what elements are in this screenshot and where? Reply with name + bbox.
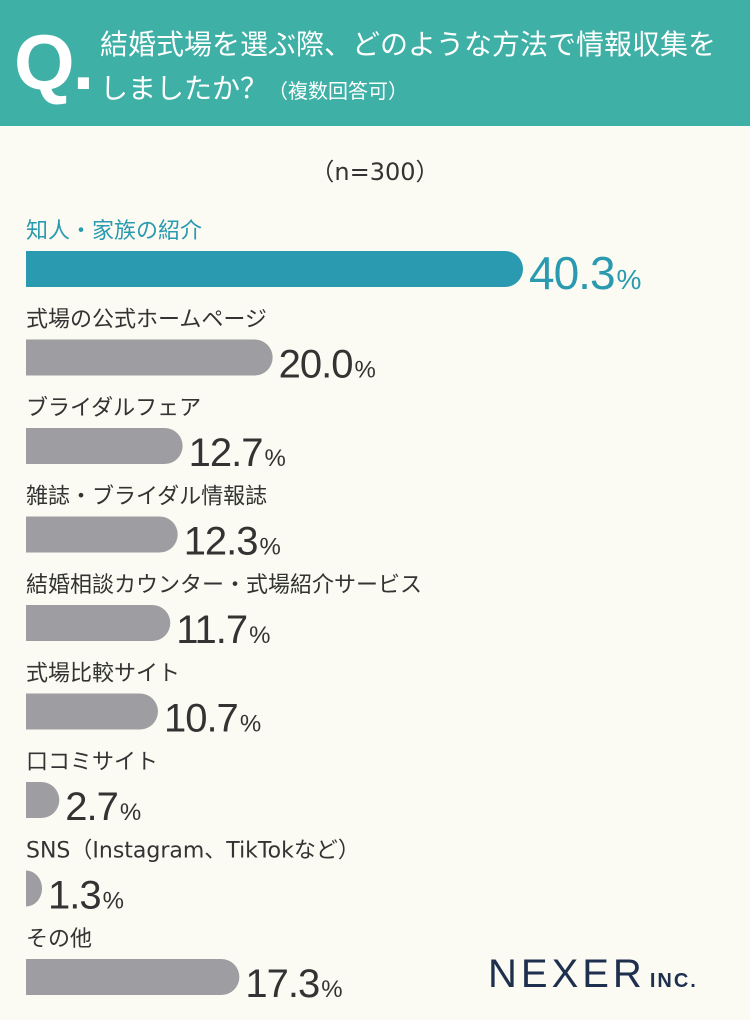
logo-suffix: INC. bbox=[649, 970, 698, 992]
value-label: 2.7% bbox=[65, 785, 141, 829]
bar bbox=[26, 251, 523, 287]
value-unit: % bbox=[355, 357, 376, 384]
value-number: 1.3 bbox=[48, 874, 101, 918]
category-label: 式場比較サイト bbox=[26, 662, 180, 687]
value-number: 10.7 bbox=[164, 697, 238, 741]
nexer-logo: NEXER INC. bbox=[488, 952, 698, 997]
value-number: 12.3 bbox=[184, 520, 258, 564]
bar bbox=[26, 428, 183, 464]
value-number: 2.7 bbox=[65, 785, 118, 829]
value-number: 20.0 bbox=[279, 343, 353, 387]
category-label: ブライダルフェア bbox=[26, 396, 201, 421]
value-unit: % bbox=[321, 976, 342, 1003]
category-label: 雑誌・ブライダル情報誌 bbox=[26, 485, 267, 510]
value-number: 40.3 bbox=[529, 247, 615, 299]
category-label: その他 bbox=[26, 927, 92, 952]
bar bbox=[26, 782, 60, 818]
bar bbox=[26, 959, 240, 995]
value-number: 17.3 bbox=[245, 962, 319, 1006]
value-unit: % bbox=[260, 534, 281, 561]
value-unit: % bbox=[240, 711, 261, 738]
value-label: 11.7% bbox=[176, 608, 270, 652]
value-label: 40.3% bbox=[529, 247, 641, 299]
category-label: SNS（Instagram、TikTokなど） bbox=[26, 839, 360, 864]
question-text-line2-wrap: しましたか？（複数回答可） bbox=[100, 70, 408, 110]
sample-size: （n=300） bbox=[310, 158, 440, 186]
bar bbox=[26, 516, 178, 553]
category-label: 式場の公式ホームページ bbox=[26, 308, 267, 333]
value-label: 12.7% bbox=[189, 431, 286, 475]
question-header: Q. 結婚式場を選ぶ際、どのような方法で情報収集を しましたか？（複数回答可） bbox=[0, 0, 750, 126]
value-unit: % bbox=[120, 799, 141, 826]
question-text-line2: しましたか？ bbox=[100, 72, 269, 105]
value-label: 12.3% bbox=[184, 520, 281, 564]
bar bbox=[26, 605, 171, 641]
value-number: 11.7 bbox=[176, 608, 247, 652]
category-label: 口コミサイト bbox=[26, 750, 158, 775]
value-label: 1.3% bbox=[48, 874, 124, 918]
value-unit: % bbox=[264, 445, 285, 472]
question-text-line1: 結婚式場を選ぶ際、どのような方法で情報収集を bbox=[100, 28, 717, 61]
value-unit: % bbox=[617, 264, 642, 295]
value-unit: % bbox=[249, 622, 270, 649]
question-note: （複数回答可） bbox=[268, 79, 409, 103]
bar bbox=[26, 693, 158, 730]
value-number: 12.7 bbox=[189, 431, 263, 475]
q-mark: Q. bbox=[14, 18, 94, 106]
value-label: 20.0% bbox=[279, 343, 376, 387]
bar bbox=[26, 339, 273, 376]
value-label: 10.7% bbox=[164, 697, 261, 741]
logo-main: NEXER bbox=[488, 952, 646, 996]
category-label: 結婚相談カウンター・式場紹介サービス bbox=[26, 573, 422, 598]
value-label: 17.3% bbox=[245, 962, 342, 1006]
value-unit: % bbox=[103, 888, 124, 915]
bar bbox=[26, 870, 43, 907]
category-label: 知人・家族の紹介 bbox=[26, 219, 202, 244]
